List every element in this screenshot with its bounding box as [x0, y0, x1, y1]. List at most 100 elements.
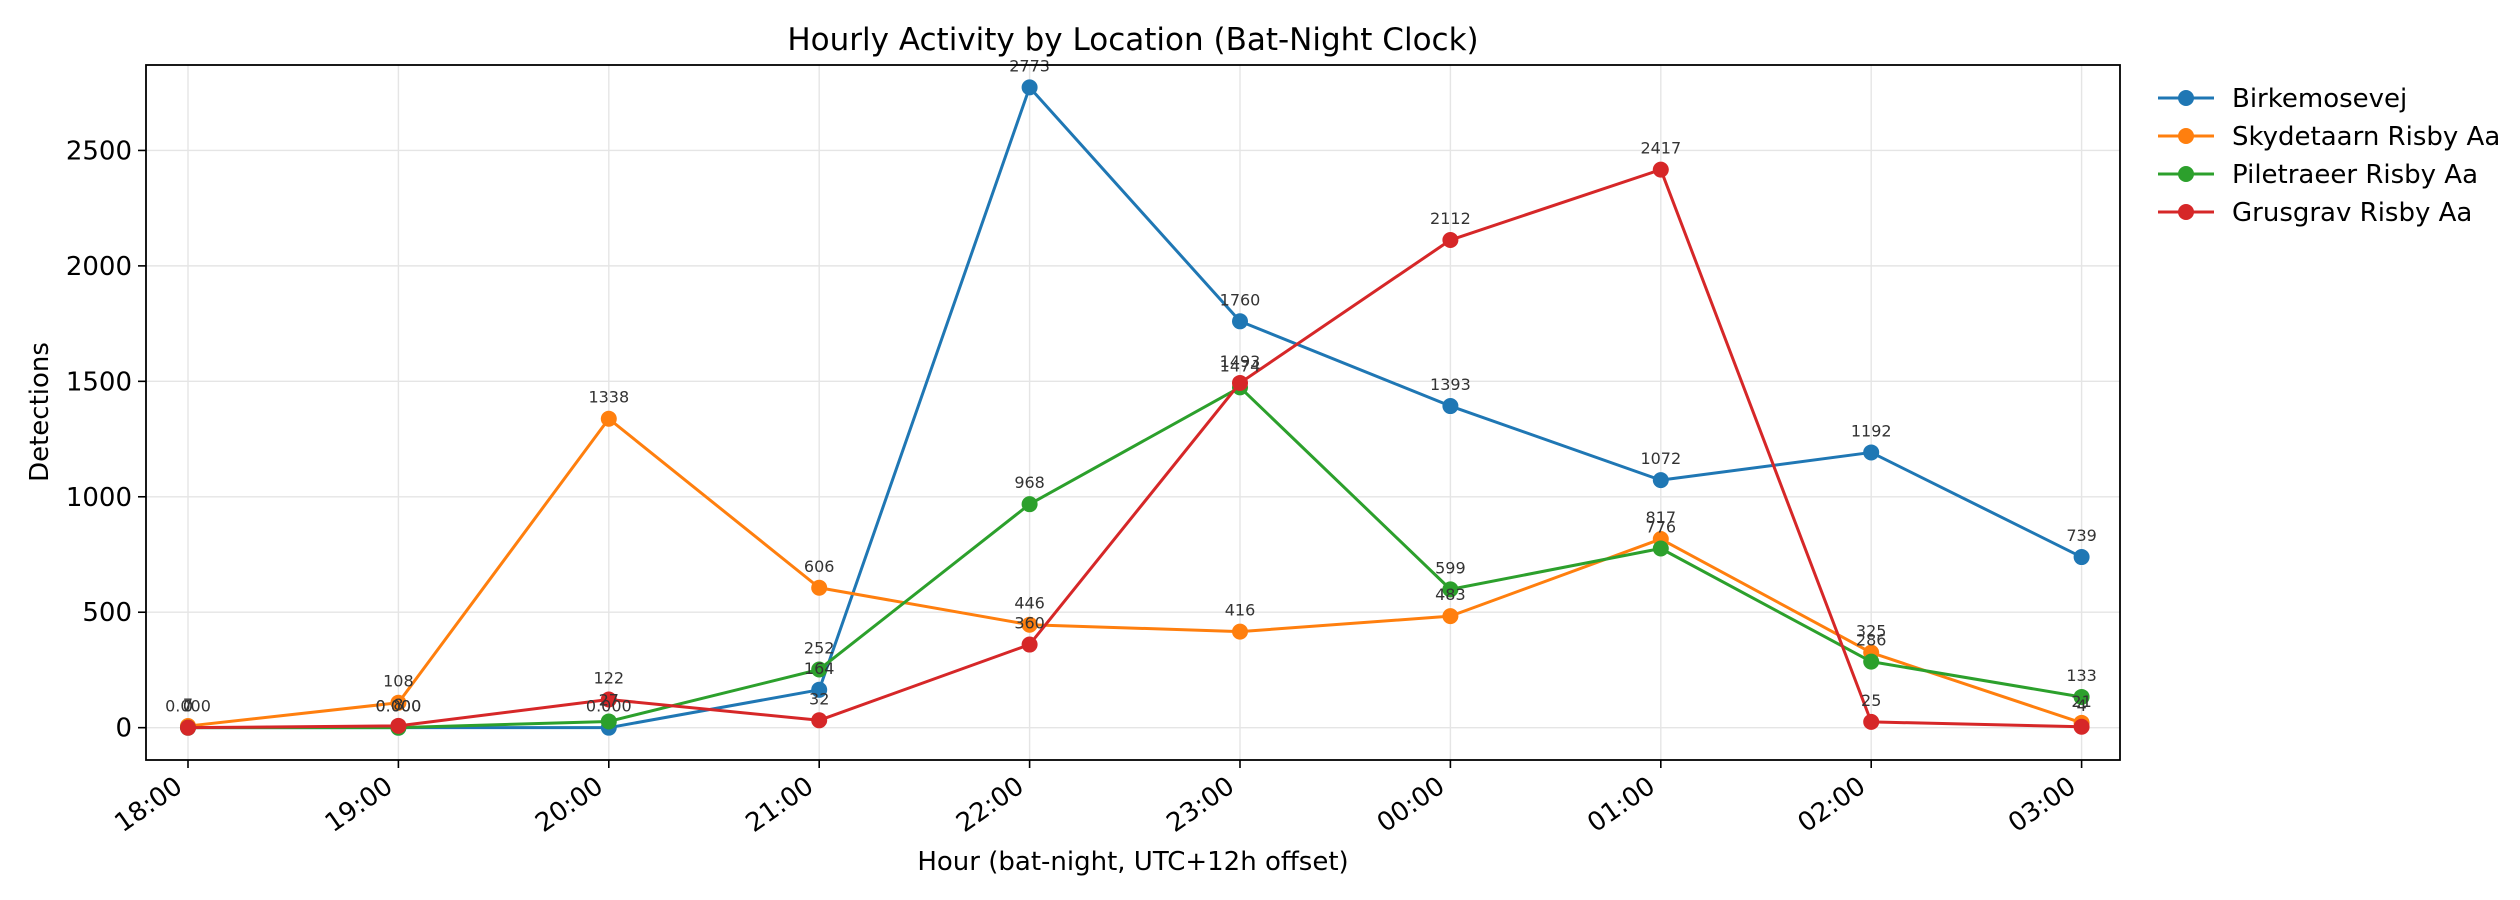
y-tick-label: 500 [82, 598, 132, 628]
data-label-birkemosevej: 1760 [1220, 290, 1261, 309]
data-point-birkemosevej [1442, 398, 1459, 415]
data-label-grusgrav-risby-aa: 25 [1861, 691, 1881, 710]
data-labels: 0 0.000 0.00016427731760139310721192739710… [165, 56, 2097, 715]
series-grusgrav-risby-aa [180, 161, 2090, 736]
data-label-skydetaarn-risby-aa: 817 [1646, 508, 1677, 527]
data-label-birkemosevej: 164 [804, 659, 835, 678]
legend-swatch-marker [2178, 128, 2194, 144]
data-point-birkemosevej [1232, 313, 1248, 330]
data-label-piletraeer-risby-aa: 27 [599, 690, 619, 709]
legend-item-grusgrav-risby-aa: Grusgrav Risby Aa [2158, 198, 2472, 228]
data-label-grusgrav-risby-aa: 8 [393, 695, 403, 714]
data-label-skydetaarn-risby-aa: 416 [1225, 601, 1256, 620]
data-point-birkemosevej [811, 681, 828, 698]
series-birkemosevej [180, 79, 2090, 736]
series-line-birkemosevej [188, 85, 2083, 730]
data-point-skydetaarn-risby-aa [390, 694, 407, 711]
data-label-birkemosevej: 1393 [1430, 375, 1471, 394]
data-label-piletraeer-risby-aa: 968 [1014, 473, 1045, 492]
data-label-skydetaarn-risby-aa: 446 [1014, 594, 1045, 613]
y-axis-ticks: 0 500 1000 1500 2000 2500 [66, 136, 146, 744]
x-tick-label: 21:00 [741, 771, 820, 839]
data-point-grusgrav-risby-aa [1442, 232, 1459, 249]
data-point-grusgrav-risby-aa [390, 717, 407, 734]
data-label-grusgrav-risby-aa: 0 [183, 697, 193, 716]
data-label-skydetaarn-risby-aa: 325 [1856, 622, 1887, 641]
plot-frame [145, 64, 2121, 761]
x-tick-label: 03:00 [2003, 771, 2082, 839]
grid-lines [146, 65, 2120, 760]
data-label-birkemosevej: 1072 [1640, 449, 1681, 468]
x-tick-label: 19:00 [320, 771, 399, 839]
data-point-piletraeer-risby-aa [600, 713, 617, 730]
series-lines [180, 79, 2090, 736]
legend: Birkemosevej Skydetaarn Risby Aa Piletraee… [2158, 84, 2500, 228]
x-axis-ticks: 18:00 19:00 20:00 21:00 22:00 23:00 00:00 01:00… [109, 760, 2083, 839]
y-tick-label: 1500 [66, 367, 132, 397]
data-point-piletraeer-risby-aa [1021, 496, 1038, 513]
data-label-birkemosevej: 0.000 [375, 697, 421, 716]
y-tick-label: 1000 [66, 483, 132, 513]
data-point-grusgrav-risby-aa [1863, 713, 1880, 730]
series-line-piletraeer-risby-aa [188, 385, 2082, 730]
y-tick-label: 2500 [66, 136, 132, 166]
data-label-piletraeer-risby-aa: 0.000 [165, 697, 211, 716]
x-tick-label: 01:00 [1582, 771, 1661, 839]
data-point-skydetaarn-risby-aa [600, 410, 617, 427]
x-tick-label: 23:00 [1161, 771, 1240, 839]
data-point-piletraeer-risby-aa [811, 661, 828, 678]
data-point-piletraeer-risby-aa [1652, 540, 1669, 557]
y-axis-label: Detections [25, 342, 55, 482]
legend-swatch-marker [2178, 90, 2194, 106]
legend-label: Birkemosevej [2232, 84, 2407, 114]
series-piletraeer-risby-aa [180, 379, 2090, 736]
data-label-skydetaarn-risby-aa: 1338 [588, 388, 629, 407]
x-tick-label: 22:00 [951, 771, 1030, 839]
legend-swatch-marker [2178, 166, 2194, 182]
data-label-skydetaarn-risby-aa: 108 [383, 672, 414, 691]
legend-label: Piletraeer Risby Aa [2232, 160, 2478, 190]
x-tick-label: 20:00 [530, 771, 609, 839]
data-point-birkemosevej [1652, 472, 1669, 489]
data-label-grusgrav-risby-aa: 1493 [1220, 352, 1261, 371]
data-label-birkemosevej: 739 [2066, 526, 2097, 545]
data-point-grusgrav-risby-aa [600, 691, 617, 708]
legend-item-piletraeer-risby-aa: Piletraeer Risby Aa [2158, 160, 2478, 190]
x-axis-label: Hour (bat-night, UTC+12h offset) [917, 847, 1348, 877]
data-label-piletraeer-risby-aa: 776 [1646, 517, 1677, 536]
data-label-grusgrav-risby-aa: 360 [1014, 614, 1045, 633]
series-line-skydetaarn-risby-aa [187, 417, 2083, 728]
data-point-grusgrav-risby-aa [180, 719, 196, 736]
data-point-skydetaarn-risby-aa [1442, 608, 1459, 625]
data-point-grusgrav-risby-aa [1021, 636, 1038, 653]
series-line-grusgrav-risby-aa [187, 168, 2082, 730]
data-label-skydetaarn-risby-aa: 483 [1435, 585, 1466, 604]
data-label-skydetaarn-risby-aa: 7 [183, 695, 193, 714]
data-label-grusgrav-risby-aa: 2112 [1430, 209, 1471, 228]
data-point-piletraeer-risby-aa [1863, 653, 1880, 670]
data-point-grusgrav-risby-aa [1652, 161, 1669, 178]
chart-title: Hourly Activity by Location (Bat-Night C… [787, 22, 1478, 58]
data-label-grusgrav-risby-aa: 122 [594, 669, 625, 688]
data-label-piletraeer-risby-aa: 133 [2066, 666, 2097, 685]
data-label-birkemosevej: 0 [183, 697, 193, 716]
data-label-piletraeer-risby-aa: 0.000 [375, 697, 421, 716]
data-point-skydetaarn-risby-aa [1021, 616, 1038, 633]
data-label-grusgrav-risby-aa: 2417 [1640, 139, 1681, 158]
data-point-birkemosevej [2073, 549, 2090, 566]
legend-label: Grusgrav Risby Aa [2232, 198, 2472, 228]
y-tick-label: 2000 [66, 252, 132, 282]
legend-item-birkemosevej: Birkemosevej [2158, 84, 2407, 114]
data-point-grusgrav-risby-aa [811, 712, 828, 729]
data-label-grusgrav-risby-aa: 4 [2077, 696, 2087, 715]
data-label-skydetaarn-risby-aa: 21 [2071, 692, 2091, 711]
data-label-birkemosevej: 1192 [1851, 421, 1892, 440]
data-label-grusgrav-risby-aa: 32 [809, 689, 829, 708]
data-point-grusgrav-risby-aa [1232, 374, 1248, 391]
data-label-piletraeer-risby-aa: 286 [1856, 631, 1887, 650]
data-point-skydetaarn-risby-aa [1232, 623, 1248, 640]
data-point-piletraeer-risby-aa [1442, 581, 1459, 598]
data-point-grusgrav-risby-aa [2073, 718, 2090, 735]
legend-swatch-marker [2178, 204, 2194, 220]
